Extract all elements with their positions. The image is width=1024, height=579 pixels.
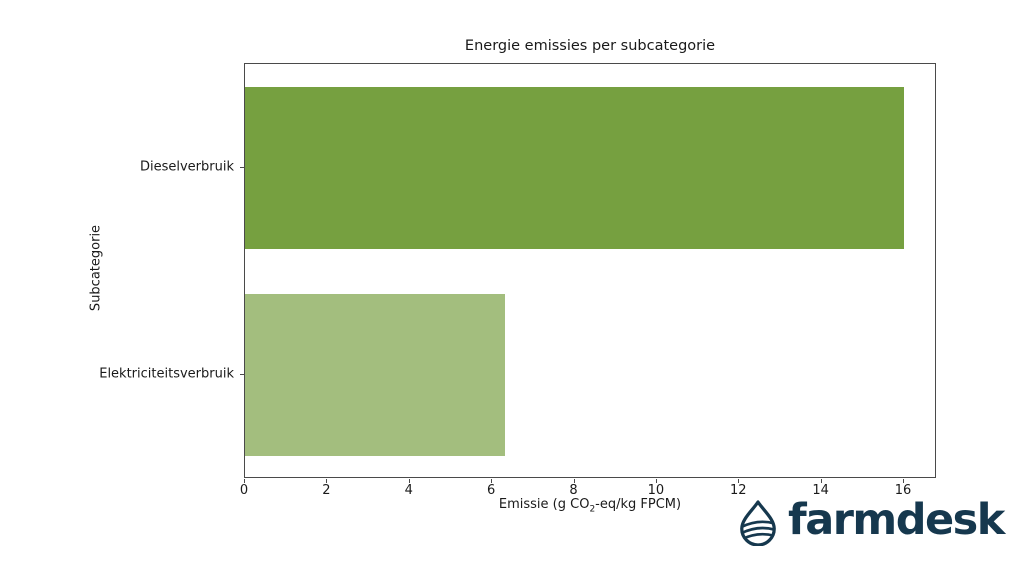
xtick-mark (655, 479, 657, 483)
xtick-mark (903, 479, 905, 483)
x-axis-label-post: -eq/kg FPCM) (595, 497, 682, 512)
ytick-label: Elektriciteitsverbruik (99, 366, 234, 382)
xtick-label: 10 (647, 483, 665, 498)
farmdesk-logo-text: farmdesk (788, 494, 1005, 545)
xtick-label: 16 (894, 483, 912, 498)
xtick-mark (244, 479, 245, 483)
xtick-label: 0 (239, 483, 249, 498)
ytick-mark (240, 374, 244, 376)
xtick-mark (573, 479, 575, 483)
xtick-mark (738, 479, 740, 483)
ytick-mark (240, 166, 244, 168)
bar-elektriciteitsverbruik (245, 294, 505, 457)
xtick-label: 2 (322, 483, 331, 498)
xtick-label: 4 (404, 483, 413, 498)
xtick-label: 12 (730, 483, 747, 498)
plot-area (244, 63, 936, 478)
y-axis-label: Subcategorie (88, 224, 104, 312)
chart-title: Energie emissies per subcategorie (464, 38, 716, 54)
xtick-label: 6 (487, 483, 496, 498)
xtick-mark (820, 479, 822, 483)
farmdesk-logo: farmdesk (737, 494, 1005, 546)
water-drop-icon (740, 500, 776, 546)
x-axis-label: Emissie (g CO2-eq/kg FPCM) (244, 497, 936, 515)
bar-dieselverbruik (245, 86, 905, 249)
ytick-label: Dieselverbruik (139, 159, 234, 175)
xtick-mark (408, 479, 410, 483)
xtick-label: 8 (569, 483, 578, 498)
xtick-mark (491, 479, 493, 483)
x-axis-label-sub: 2 (589, 504, 596, 515)
x-axis-label-pre: Emissie (g CO (498, 497, 590, 512)
xtick-mark (326, 479, 328, 483)
xtick-label: 14 (812, 483, 829, 498)
